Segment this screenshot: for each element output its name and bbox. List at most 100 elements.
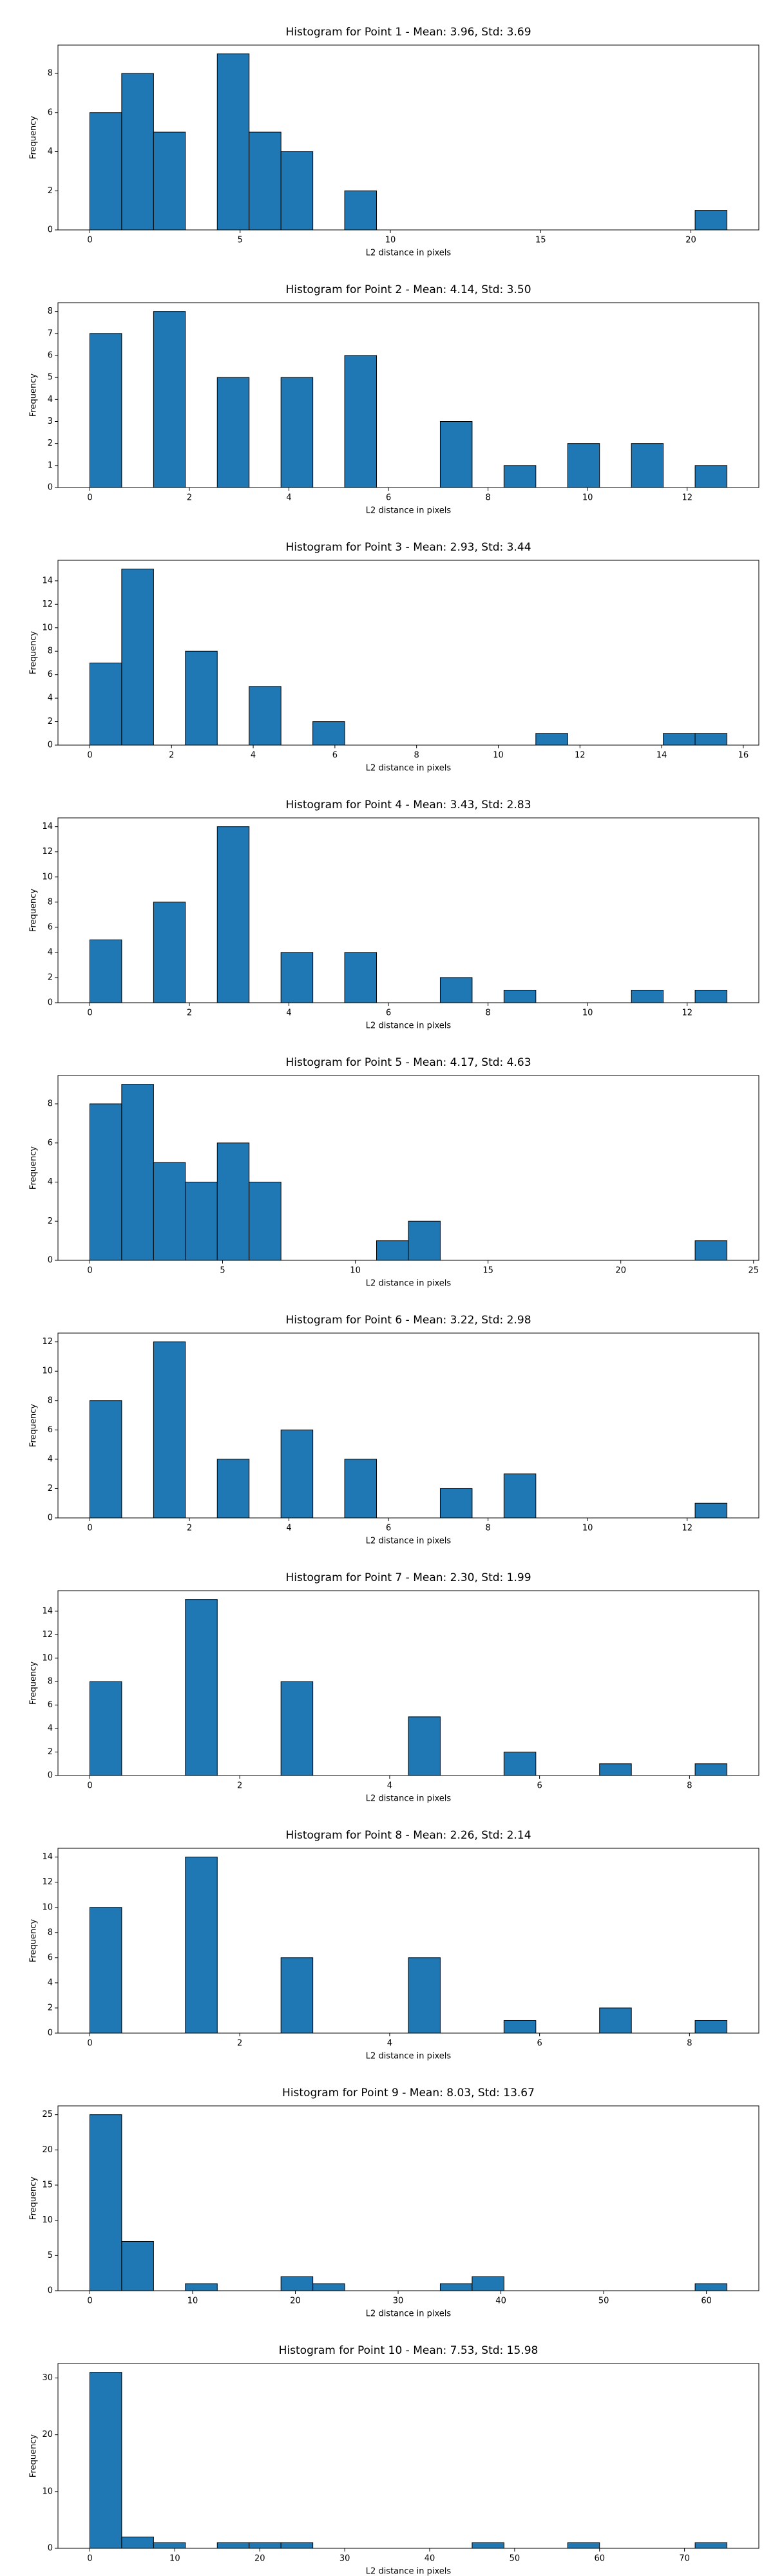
y-tick-label: 5	[48, 2251, 53, 2260]
y-tick-label: 8	[48, 897, 53, 907]
y-tick-label: 30	[42, 2373, 53, 2383]
x-tick-label: 15	[535, 236, 546, 245]
histogram-bar	[153, 902, 186, 1003]
x-tick-label: 60	[701, 2297, 712, 2306]
histogram-bar	[694, 2020, 728, 2034]
x-tick-label: 25	[748, 1266, 759, 1276]
y-tick-label: 8	[48, 1677, 53, 1687]
histogram-bar	[216, 2542, 250, 2549]
y-axis-label: Frequency	[29, 1662, 39, 1705]
y-tick-label: 10	[42, 1902, 53, 1912]
histogram-bar	[694, 1763, 728, 1776]
x-tick-label: 12	[575, 751, 586, 761]
histogram-bar	[599, 2007, 632, 2034]
histogram-bar	[185, 1182, 218, 1261]
x-axis-label: L2 distance in pixels	[366, 249, 452, 258]
y-tick-label: 0	[48, 483, 53, 493]
histogram-bar	[216, 1142, 250, 1261]
y-axis-label: Frequency	[29, 2434, 39, 2477]
histogram-bar	[216, 826, 250, 1003]
y-tick-label: 7	[48, 328, 53, 338]
y-tick-label: 2	[48, 972, 53, 982]
x-tick-label: 2	[187, 493, 192, 503]
y-tick-label: 0	[48, 2029, 53, 2038]
x-tick-label: 16	[738, 751, 749, 761]
histogram-bar	[280, 1429, 314, 1519]
y-tick-label: 12	[42, 600, 53, 609]
histogram-bar	[503, 465, 537, 488]
subplot: Histogram for Point 8 - Mean: 2.26, Std:…	[29, 1829, 759, 2061]
x-tick-label: 20	[254, 2554, 265, 2564]
y-tick-label: 10	[42, 1653, 53, 1663]
histogram-bar	[89, 1681, 122, 1776]
subplot: Histogram for Point 4 - Mean: 3.43, Std:…	[29, 799, 759, 1031]
histogram-bar	[280, 2542, 314, 2549]
x-tick-label: 0	[87, 751, 92, 761]
y-tick-label: 2	[48, 717, 53, 726]
histogram-bar	[89, 662, 122, 746]
x-axis-label: L2 distance in pixels	[366, 2309, 452, 2319]
histogram-bar	[694, 989, 728, 1003]
x-tick-label: 0	[87, 2554, 92, 2564]
y-tick-label: 4	[48, 1454, 53, 1464]
y-tick-label: 4	[48, 395, 53, 404]
histogram-bar	[312, 2283, 345, 2291]
x-tick-label: 2	[187, 1009, 192, 1018]
x-tick-label: 12	[682, 1009, 692, 1018]
histogram-bar	[599, 1763, 632, 1776]
histogram-bar	[185, 650, 218, 746]
y-tick-label: 1	[48, 460, 53, 470]
y-tick-label: 8	[48, 69, 53, 79]
histogram-bar	[280, 952, 314, 1003]
histogram-bar	[344, 1459, 377, 1519]
histogram-bar	[503, 1473, 537, 1519]
x-tick-label: 30	[393, 2297, 404, 2306]
y-tick-label: 2	[48, 2003, 53, 2012]
x-tick-label: 10	[493, 751, 504, 761]
y-axis-label: Frequency	[29, 2177, 39, 2220]
chart-title: Histogram for Point 10 - Mean: 7.53, Std…	[279, 2344, 539, 2357]
y-tick-label: 4	[48, 1724, 53, 1734]
y-tick-label: 25	[42, 2110, 53, 2119]
x-tick-label: 6	[537, 1781, 542, 1791]
y-tick-label: 0	[48, 1513, 53, 1523]
y-tick-label: 4	[48, 694, 53, 703]
y-axis-label: Frequency	[29, 1919, 39, 1962]
y-tick-label: 0	[48, 225, 53, 235]
histogram-bar	[408, 1220, 441, 1261]
plot-frame	[57, 44, 759, 231]
y-tick-label: 0	[48, 998, 53, 1008]
y-tick-label: 12	[42, 1630, 53, 1640]
chart-title: Histogram for Point 7 - Mean: 2.30, Std:…	[285, 1571, 531, 1584]
x-tick-label: 5	[220, 1266, 225, 1276]
y-axis-label: Frequency	[29, 116, 39, 159]
histogram-bar	[694, 1240, 728, 1261]
x-tick-label: 4	[251, 751, 256, 761]
histogram-bar	[439, 2283, 473, 2291]
x-tick-label: 2	[169, 751, 174, 761]
y-tick-label: 2	[48, 186, 53, 196]
histogram-bar	[249, 131, 282, 231]
histogram-bar	[280, 1681, 314, 1776]
histogram-bar	[694, 465, 728, 488]
x-tick-label: 2	[237, 1781, 242, 1791]
histogram-bar	[153, 1341, 186, 1519]
y-tick-label: 10	[42, 1367, 53, 1376]
x-tick-label: 8	[485, 493, 490, 503]
histogram-bar	[344, 952, 377, 1003]
subplot: Histogram for Point 9 - Mean: 8.03, Std:…	[29, 2087, 759, 2319]
y-tick-label: 8	[48, 647, 53, 656]
x-tick-label: 20	[290, 2297, 301, 2306]
x-tick-label: 30	[339, 2554, 350, 2564]
histogram-bar	[503, 2020, 537, 2034]
x-axis-label: L2 distance in pixels	[366, 1279, 452, 1289]
y-axis-label: Frequency	[29, 631, 39, 674]
x-tick-label: 2	[187, 1524, 192, 1533]
x-tick-label: 10	[582, 493, 593, 503]
y-tick-label: 0	[48, 1256, 53, 1265]
histogram-bar	[216, 53, 250, 231]
y-tick-label: 6	[48, 1425, 53, 1435]
subplot: Histogram for Point 3 - Mean: 2.93, Std:…	[29, 541, 759, 773]
x-axis-label: L2 distance in pixels	[366, 506, 452, 516]
histogram-bar	[121, 1084, 154, 1261]
